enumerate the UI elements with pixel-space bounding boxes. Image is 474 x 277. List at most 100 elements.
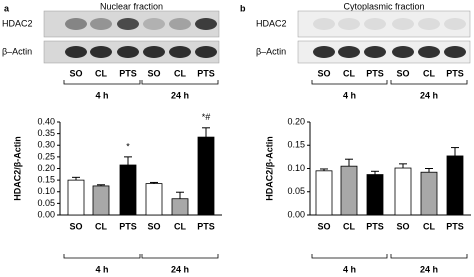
y-tick-label: 0.40	[37, 116, 55, 126]
lane-label: SO	[317, 68, 330, 78]
group-bracket	[141, 80, 219, 85]
group-label: 4 h	[343, 264, 356, 274]
y-tick-label: 0.10	[287, 163, 305, 173]
lane-label: PTS	[446, 68, 464, 78]
bar	[119, 164, 137, 216]
y-tick-label: 0.05	[37, 198, 55, 208]
group-bracket	[63, 80, 141, 85]
blot-band	[195, 46, 217, 58]
y-tick-label: 0.15	[287, 140, 305, 150]
y-tick-label: 0.30	[37, 140, 55, 150]
x-tick-label: CL	[423, 221, 435, 231]
group-label: 4 h	[95, 264, 108, 274]
lane-label: SO	[69, 68, 82, 78]
y-tick-label: 0.05	[287, 186, 305, 196]
lane-label: PTS	[197, 68, 215, 78]
lane-label: CL	[423, 68, 435, 78]
bar	[446, 155, 464, 216]
group-bracket	[390, 80, 468, 85]
lane-label: SO	[147, 68, 160, 78]
bar	[145, 183, 163, 216]
blot-band	[169, 46, 191, 58]
bar	[171, 198, 189, 216]
lane-label: CL	[95, 68, 107, 78]
blot-band	[338, 18, 360, 30]
lane-label: PTS	[366, 68, 384, 78]
bar	[67, 179, 85, 216]
group-bracket	[390, 254, 468, 259]
y-axis-label: HDAC2/β-Actin	[264, 136, 274, 201]
blot-band	[364, 18, 386, 30]
y-tick-label: 0.25	[37, 151, 55, 161]
group-label: 24 h	[420, 264, 438, 274]
x-tick-label: SO	[317, 221, 330, 231]
x-tick-label: CL	[343, 221, 355, 231]
lane-label: CL	[174, 68, 186, 78]
blot-band	[90, 46, 112, 58]
blot-band	[313, 46, 335, 58]
panel-letter: a	[4, 3, 10, 13]
group-bracket	[63, 254, 141, 259]
blot-band	[169, 18, 191, 30]
blot-band	[364, 46, 386, 58]
blot-title: Nuclear fraction	[100, 1, 163, 11]
y-tick-label: 0.15	[37, 175, 55, 185]
bar	[366, 174, 384, 216]
lane-label: PTS	[119, 68, 137, 78]
x-tick-label: PTS	[366, 221, 384, 231]
bar	[315, 170, 333, 216]
group-label: 4 h	[343, 90, 356, 100]
group-label: 24 h	[171, 90, 189, 100]
bar	[340, 165, 358, 216]
y-tick-label: 0.35	[37, 128, 55, 138]
lane-label: CL	[343, 68, 355, 78]
blot-band	[117, 18, 139, 30]
blot-band	[65, 18, 87, 30]
x-tick-label: CL	[95, 221, 107, 231]
group-label: 4 h	[95, 90, 108, 100]
blot-band	[90, 18, 112, 30]
x-tick-label: SO	[147, 221, 160, 231]
blot-band	[444, 46, 466, 58]
bar	[92, 185, 110, 216]
blot-band	[65, 46, 87, 58]
group-label: 24 h	[420, 90, 438, 100]
blot-band	[143, 18, 165, 30]
blot-label: HDAC2	[256, 18, 287, 28]
significance-mark: *	[126, 141, 130, 151]
bar	[394, 167, 412, 216]
blot-label: β–Actin	[2, 46, 32, 56]
y-axis-label: HDAC2/β-Actin	[12, 136, 22, 201]
group-bracket	[311, 80, 388, 85]
blot-title: Cytoplasmic fraction	[343, 1, 424, 11]
group-bracket	[311, 254, 388, 259]
x-tick-label: SO	[69, 221, 82, 231]
x-tick-label: SO	[396, 221, 409, 231]
x-tick-label: PTS	[446, 221, 464, 231]
group-label: 24 h	[171, 264, 189, 274]
y-tick-label: 0.00	[287, 209, 305, 219]
blot-band	[418, 46, 440, 58]
blot-band	[143, 46, 165, 58]
blot-band	[117, 46, 139, 58]
blot-band	[444, 18, 466, 30]
x-tick-label: PTS	[119, 221, 137, 231]
blot-band	[392, 46, 414, 58]
lane-label: SO	[396, 68, 409, 78]
group-bracket	[141, 254, 219, 259]
blot-band	[338, 46, 360, 58]
y-tick-label: 0.10	[37, 186, 55, 196]
bar	[420, 171, 438, 216]
y-tick-label: 0.20	[287, 116, 305, 126]
blot-band	[195, 18, 217, 30]
significance-mark: *#	[202, 112, 211, 122]
blot-label: β–Actin	[256, 46, 286, 56]
x-tick-label: PTS	[197, 221, 215, 231]
bar	[197, 136, 215, 216]
y-tick-label: 0.00	[37, 209, 55, 219]
blot-label: HDAC2	[2, 18, 33, 28]
blot-band	[418, 18, 440, 30]
blot-band	[313, 18, 335, 30]
x-tick-label: CL	[174, 221, 186, 231]
